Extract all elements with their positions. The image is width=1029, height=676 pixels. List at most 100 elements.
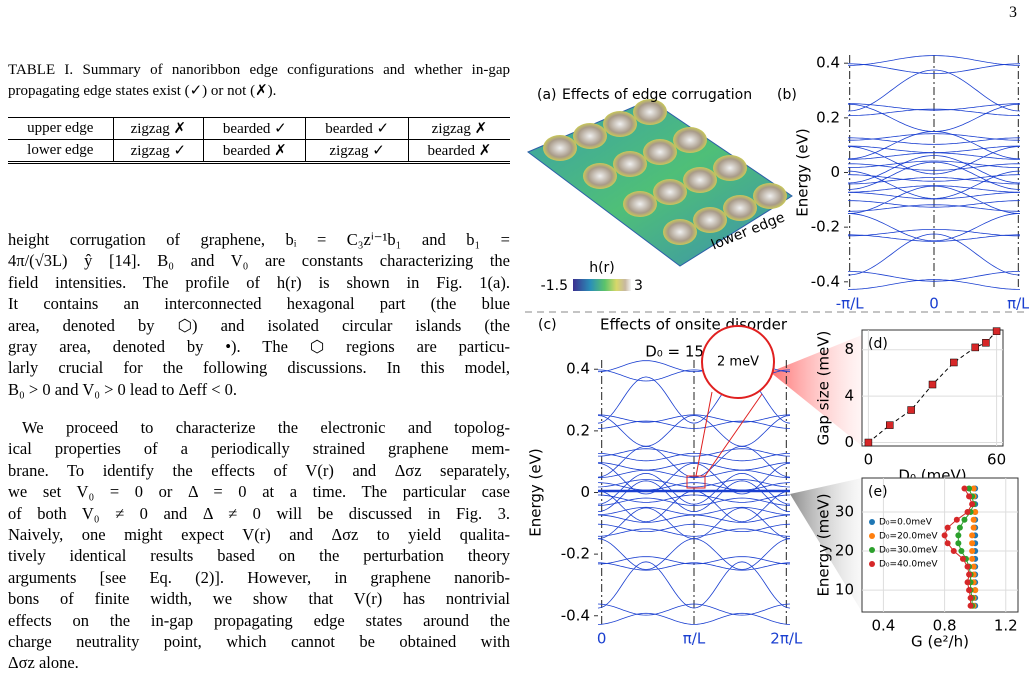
- y-axis-label: Energy (eV): [527, 448, 545, 536]
- data-point: [982, 339, 990, 347]
- island: [623, 191, 657, 217]
- text-line: B₀ > 0 and V₀ > 0 lead to Δeff < 0.: [8, 379, 238, 399]
- band-line: [597, 469, 791, 479]
- data-point: [970, 524, 977, 531]
- x-tick-label: 60: [987, 451, 1006, 469]
- island: [673, 127, 707, 153]
- colorbar-label: h(r): [589, 260, 615, 276]
- data-point: [969, 532, 976, 539]
- table-row: upper edge zigzag ✗ bearded ✓ bearded ✓ zigz…: [8, 117, 510, 140]
- zoom-line: [695, 391, 713, 477]
- band-line: [848, 234, 1020, 242]
- data-point: [961, 485, 968, 492]
- paragraph: We proceed to characterize the electroni…: [8, 417, 510, 674]
- panel-label: (c): [538, 317, 557, 333]
- text-line: effects on the in-gap propagating edge s…: [8, 610, 510, 630]
- y-axis-label: Gap size (meV): [815, 331, 833, 446]
- data-point: [907, 406, 915, 414]
- x-tick-label: 2π/L: [770, 630, 803, 648]
- data-point: [972, 508, 979, 515]
- zoom-cone: [770, 335, 862, 446]
- legend-marker: [869, 547, 875, 553]
- paragraph: height corrugation of graphene, bᵢ = C₃z…: [8, 229, 510, 400]
- y-tick-label: 0: [580, 483, 590, 501]
- colorbar-tick: 3: [634, 278, 643, 294]
- band-line: [597, 528, 791, 537]
- band-line: [847, 233, 1021, 276]
- band-line: [848, 204, 1020, 212]
- band-line: [848, 228, 1020, 237]
- band-line: [598, 562, 790, 571]
- data-point: [966, 571, 973, 578]
- series-line: [944, 488, 973, 606]
- band-line: [848, 163, 1020, 171]
- data-point: [950, 358, 958, 367]
- data-point: [964, 563, 971, 570]
- band-line: [847, 69, 1021, 112]
- y-tick-label: 0.4: [816, 54, 840, 72]
- data-point: [970, 563, 977, 570]
- band-line: [847, 170, 1021, 199]
- y-tick-label: -0.2: [811, 218, 840, 236]
- data-point: [955, 540, 962, 547]
- data-point: [941, 532, 948, 539]
- text-line: tively identical results based on the pe…: [8, 546, 510, 566]
- y-tick-label: 0: [830, 163, 840, 181]
- legend-marker: [869, 561, 875, 567]
- island: [683, 167, 717, 193]
- y-tick-label: 0.2: [816, 108, 840, 126]
- text-line: ical properties of a periodically strain…: [8, 439, 510, 459]
- islands: [543, 99, 787, 245]
- band-line: [597, 538, 791, 570]
- band-line: [847, 103, 1021, 132]
- table-cell: bearded ✗: [203, 139, 307, 163]
- band-line: [597, 523, 791, 532]
- data-point: [961, 516, 968, 523]
- band-line: [597, 462, 791, 471]
- x-tick-label: π/L: [683, 630, 706, 648]
- data-point: [969, 540, 976, 547]
- island: [643, 139, 677, 165]
- island: [603, 111, 637, 137]
- text-line: height corrugation of graphene, bᵢ = C₃z…: [8, 230, 510, 249]
- text-line: 4π/(√3L) ŷ [14]. B₀ and V₀ are constants…: [8, 251, 510, 271]
- band-line: [848, 137, 1020, 145]
- data-point: [953, 516, 960, 523]
- band-line: [598, 453, 790, 462]
- text-line: Δσz alone.: [8, 653, 79, 673]
- data-point: [944, 540, 951, 547]
- data-point: [969, 501, 976, 508]
- panel-label: (e): [868, 484, 888, 500]
- data-point: [864, 438, 873, 447]
- x-axis-label: G (e²/h): [911, 633, 969, 651]
- data-point: [969, 555, 976, 562]
- band-line: [848, 174, 1020, 182]
- text-line: field intensities. The profile of h(r) i…: [8, 272, 510, 292]
- page-number: 3: [1009, 4, 1017, 21]
- data-point: [928, 380, 937, 389]
- band-line: [848, 271, 1020, 282]
- text-line: Naively, one might expect V(r) and Δσz t…: [8, 525, 510, 545]
- table-cell: upper edge: [8, 117, 114, 140]
- band-line: [848, 160, 1020, 168]
- data-point: [959, 555, 966, 562]
- data-point: [886, 421, 894, 429]
- colorbar-tick: -1.5: [541, 278, 568, 294]
- panel-title: Effects of onsite disorder: [600, 316, 788, 334]
- data-point: [971, 343, 979, 352]
- band-line: [847, 146, 1021, 175]
- x-tick-label: π/L: [1007, 295, 1029, 313]
- band-line: [597, 415, 791, 447]
- band-line: [847, 63, 1021, 74]
- band-line: [597, 420, 791, 429]
- band-line: [847, 279, 1021, 290]
- table-cell: bearded ✓: [305, 117, 409, 140]
- band-line: [598, 494, 790, 503]
- text-line: bons of finite width, we show that V(r) …: [8, 589, 510, 609]
- band-line: [598, 448, 790, 457]
- band-line: [597, 561, 791, 609]
- zoom-cone: [790, 478, 862, 612]
- y-tick-label: 8: [844, 340, 854, 358]
- y-tick-label: -0.4: [561, 606, 590, 624]
- legend-label: D₀=0.0meV: [879, 518, 933, 528]
